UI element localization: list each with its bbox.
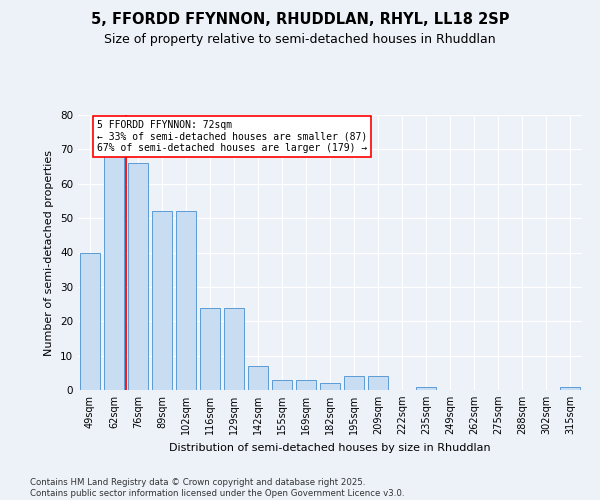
Text: Contains HM Land Registry data © Crown copyright and database right 2025.
Contai: Contains HM Land Registry data © Crown c… bbox=[30, 478, 404, 498]
Bar bbox=[104, 156, 124, 390]
Bar bbox=[200, 308, 220, 390]
Bar bbox=[152, 211, 172, 390]
Bar bbox=[368, 376, 388, 390]
Y-axis label: Number of semi-detached properties: Number of semi-detached properties bbox=[44, 150, 55, 356]
Bar bbox=[320, 383, 340, 390]
Bar bbox=[296, 380, 316, 390]
X-axis label: Distribution of semi-detached houses by size in Rhuddlan: Distribution of semi-detached houses by … bbox=[169, 442, 491, 452]
Text: 5 FFORDD FFYNNON: 72sqm
← 33% of semi-detached houses are smaller (87)
67% of se: 5 FFORDD FFYNNON: 72sqm ← 33% of semi-de… bbox=[97, 120, 367, 154]
Text: Size of property relative to semi-detached houses in Rhuddlan: Size of property relative to semi-detach… bbox=[104, 32, 496, 46]
Text: 5, FFORDD FFYNNON, RHUDDLAN, RHYL, LL18 2SP: 5, FFORDD FFYNNON, RHUDDLAN, RHYL, LL18 … bbox=[91, 12, 509, 28]
Bar bbox=[128, 163, 148, 390]
Bar bbox=[272, 380, 292, 390]
Bar bbox=[176, 211, 196, 390]
Bar bbox=[80, 252, 100, 390]
Bar bbox=[344, 376, 364, 390]
Bar bbox=[248, 366, 268, 390]
Bar bbox=[560, 386, 580, 390]
Bar bbox=[416, 386, 436, 390]
Bar bbox=[224, 308, 244, 390]
